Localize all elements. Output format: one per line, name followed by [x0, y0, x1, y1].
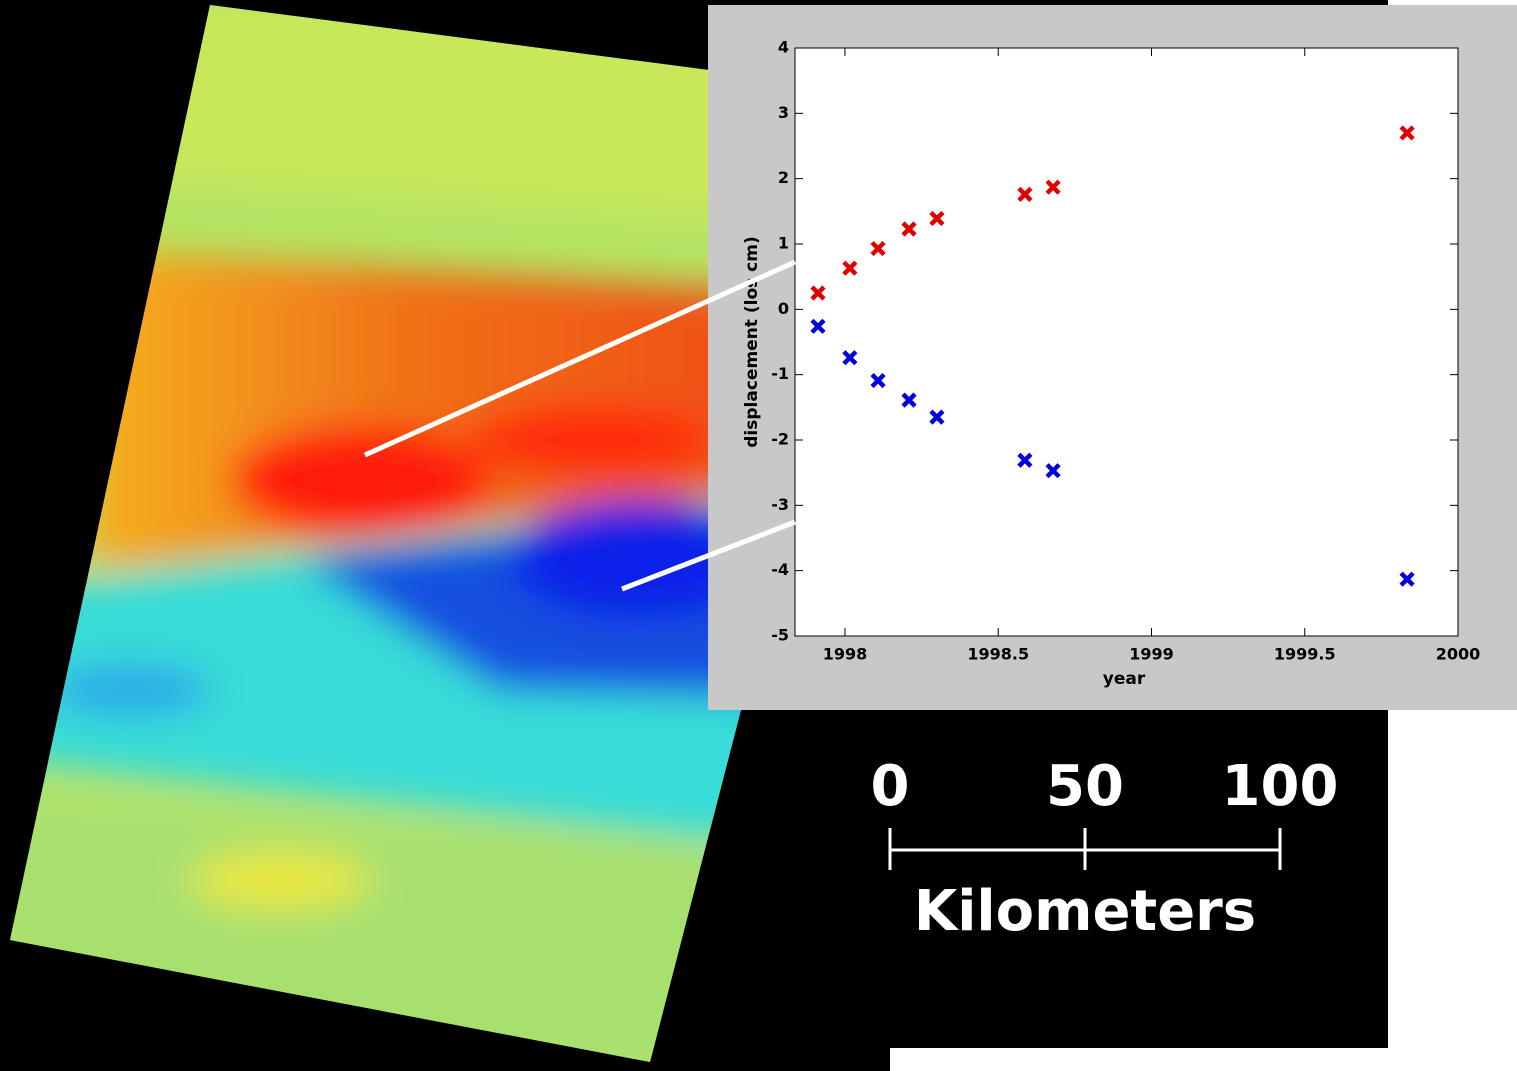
x-axis-label: year [1103, 669, 1146, 689]
pointer-line [621, 519, 796, 592]
point [810, 285, 826, 301]
point [1017, 186, 1033, 202]
pointer-line [363, 259, 797, 458]
point [929, 210, 945, 227]
scale-bar: Kilometers 0 50 100 [871, 754, 1339, 944]
point [810, 318, 826, 334]
y-tick-label: -4 [771, 560, 789, 579]
point [929, 409, 945, 425]
plot-area [794, 47, 1459, 637]
y-tick-label: 2 [778, 168, 789, 187]
x-tick-label: 1999.5 [1274, 645, 1336, 664]
scale-bar-tick-label: 0 [871, 754, 910, 819]
scale-bar-label: Kilometers [914, 879, 1256, 944]
point [1017, 452, 1033, 468]
y-tick-label: -1 [771, 364, 789, 383]
x-tick-label: 1999 [1129, 645, 1174, 664]
point [901, 392, 917, 408]
point [842, 260, 858, 276]
y-tick-label: 0 [778, 299, 789, 318]
y-axis-label: displacement (los cm) [742, 236, 762, 447]
chart: 1998 1998.5 1999 1999.5 2000 -5 -4 -3 -2 -1 0 1 2 3 4 [771, 38, 1480, 664]
scale-bar-tick-label: 100 [1222, 754, 1339, 819]
point [901, 221, 917, 237]
y-tick-label: 1 [778, 234, 789, 253]
y-tick-label: -3 [771, 495, 789, 514]
y-tick-label: 3 [778, 103, 789, 122]
y-tick-label: -2 [771, 430, 789, 449]
point [842, 350, 858, 366]
point [1045, 179, 1061, 195]
y-tick-label: 4 [778, 38, 789, 57]
y-tick-label: -5 [771, 626, 789, 645]
point [870, 240, 886, 257]
background [0, 1040, 890, 1071]
point [870, 372, 886, 389]
x-tick-label: 1998 [823, 645, 868, 664]
point [1399, 125, 1415, 141]
x-tick-label: 1998.5 [967, 645, 1029, 664]
x-tick-label: 2000 [1436, 645, 1481, 664]
point [1399, 571, 1415, 587]
scale-bar-tick-label: 50 [1046, 754, 1124, 819]
point [1045, 463, 1061, 479]
